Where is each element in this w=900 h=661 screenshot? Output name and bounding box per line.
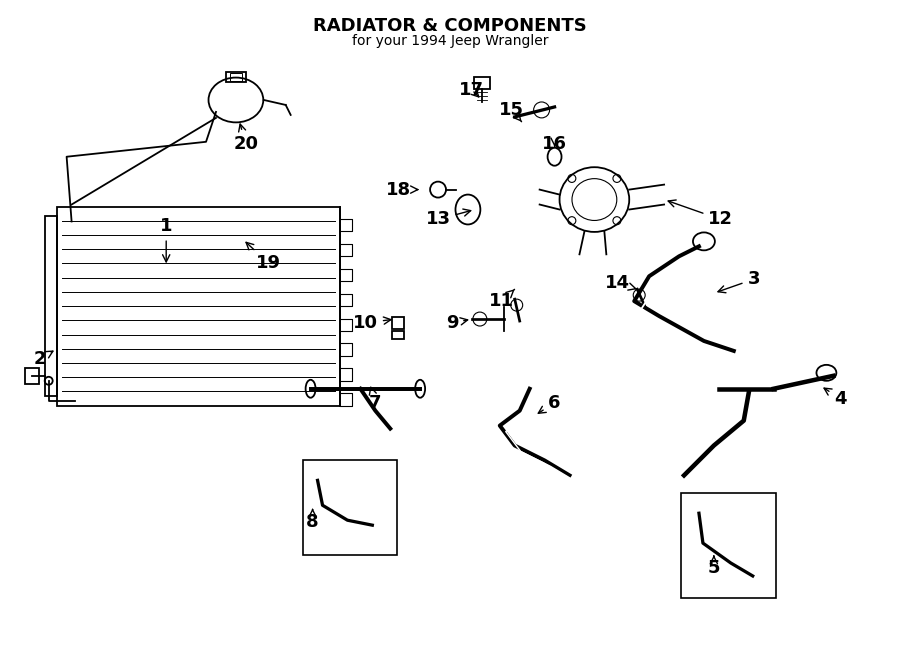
- Bar: [681, 493, 776, 598]
- Text: 17: 17: [459, 81, 484, 99]
- Bar: [474, 77, 490, 89]
- Text: 4: 4: [824, 388, 847, 408]
- Text: 15: 15: [500, 101, 524, 122]
- Bar: [392, 317, 404, 329]
- Text: 19: 19: [246, 243, 282, 272]
- Text: 5: 5: [707, 556, 720, 577]
- Text: 8: 8: [306, 510, 319, 531]
- Text: 18: 18: [386, 180, 418, 198]
- Text: 6: 6: [538, 394, 561, 413]
- Text: 7: 7: [369, 387, 382, 412]
- Text: 20: 20: [233, 124, 258, 153]
- Bar: [25, 368, 39, 384]
- Text: 12: 12: [668, 200, 733, 229]
- Bar: [302, 461, 397, 555]
- Text: RADIATOR & COMPONENTS: RADIATOR & COMPONENTS: [313, 17, 587, 35]
- Bar: [226, 72, 246, 82]
- Text: 14: 14: [605, 274, 636, 292]
- Bar: [392, 331, 404, 339]
- Text: 11: 11: [490, 290, 515, 310]
- Text: 9: 9: [446, 314, 468, 332]
- Text: 13: 13: [426, 209, 471, 229]
- Text: 1: 1: [160, 217, 173, 262]
- Bar: [230, 73, 242, 81]
- Text: 16: 16: [542, 135, 567, 153]
- Text: for your 1994 Jeep Wrangler: for your 1994 Jeep Wrangler: [352, 34, 548, 48]
- Text: 10: 10: [353, 314, 391, 332]
- Text: 3: 3: [718, 270, 760, 293]
- Text: 2: 2: [33, 350, 53, 368]
